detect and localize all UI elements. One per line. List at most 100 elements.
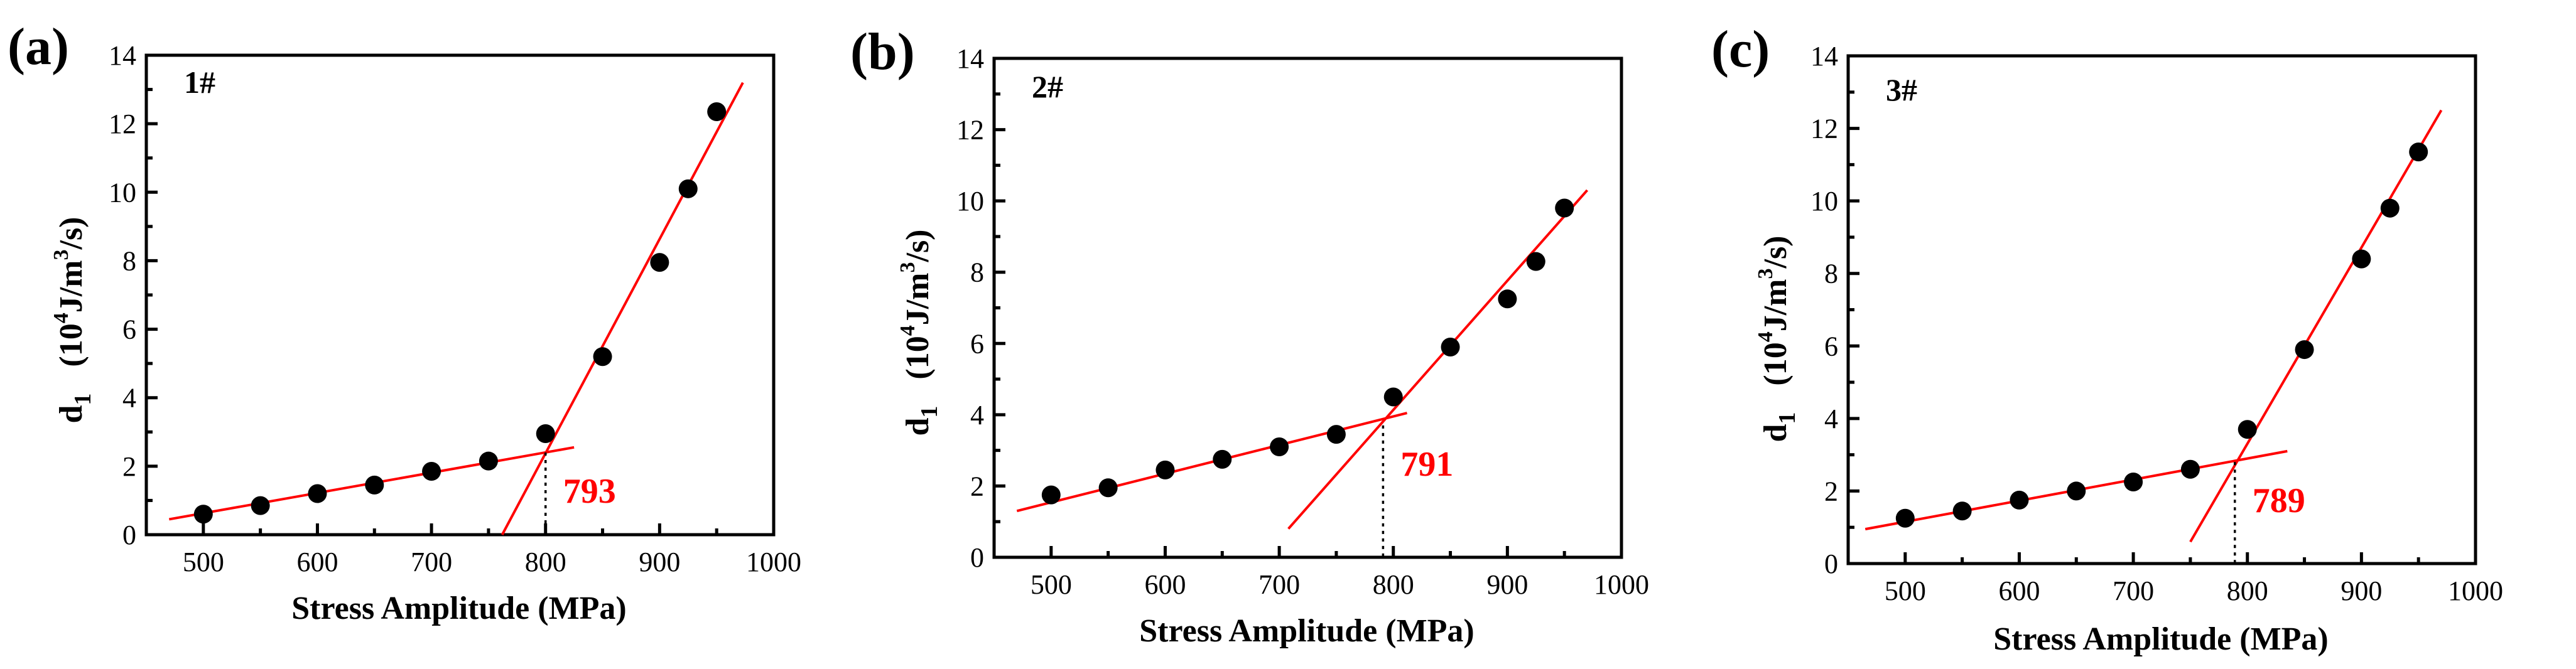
data-point [2010,490,2029,510]
x-tick-label: 1000 [1594,569,1649,600]
x-tick-label: 900 [1486,569,1528,600]
y-axis-title-sub: 1 [916,406,943,418]
sample-label: 1# [184,65,215,100]
y-tick-label: 8 [1824,259,1838,289]
y-axis-title-unit-exp: 4 [50,313,73,323]
y-axis-title: d1 (104J/m3/s) [896,229,943,436]
data-point [1213,449,1232,469]
y-axis-title-unit-open: (10 [53,323,89,367]
fit-line-high [501,82,744,535]
fit-lines [168,82,744,535]
plot-frame [144,53,776,537]
data-point [2067,481,2086,501]
y-tick-label: 12 [109,109,136,139]
knee-value-label: 791 [1400,445,1453,484]
y-axis-title-main: d [53,405,89,424]
y-tick-label: 0 [122,520,136,550]
x-tick-label: 900 [639,547,680,577]
data-point [2238,420,2257,439]
y-axis-title: d1 (104J/m3/s) [50,217,96,423]
ticks: 500 600 700 800 900 1000 0 2 4 6 8 10 12 14 [109,40,801,577]
y-axis-title-unit-exp: 4 [896,325,919,336]
data-point [365,475,384,495]
data-point [1526,252,1545,271]
data-point [1555,198,1574,218]
data-point [1041,485,1061,505]
data-point [536,424,555,444]
y-axis-title-sub: 1 [70,393,96,405]
data-point [2409,142,2428,162]
y-axis-title: d1 (104J/m3/s) [1754,235,1800,442]
data-point [1098,478,1118,498]
y-axis-title-unit-close: /s) [900,229,936,262]
fit-line-high [2189,109,2443,543]
x-tick-label: 800 [2227,575,2268,606]
data-point [650,253,669,272]
x-tick-label: 1000 [746,547,801,577]
data-point [678,179,698,198]
y-axis-title-unit-mid: J/m [53,260,89,313]
y-tick-label: 4 [122,383,136,414]
y-axis-title-unit-exp2: 3 [50,249,73,260]
x-tick-label: 600 [296,547,338,577]
data-point [251,496,270,515]
x-tick-label: 600 [1144,569,1186,600]
knee-value-label: 789 [2253,481,2305,520]
panel-letter: (b) [850,23,915,81]
x-tick-label: 500 [1885,575,1926,606]
fit-line-high [1287,189,1589,530]
data-point [1441,337,1460,356]
y-tick-label: 12 [956,115,984,146]
data-point [422,462,441,481]
y-tick-label: 12 [1810,114,1838,144]
data-point [1952,501,1972,521]
data-point [1326,425,1346,444]
y-axis-title-main: d [900,418,936,436]
x-tick-label: 900 [2341,575,2382,606]
y-tick-label: 4 [1824,404,1838,434]
data-points [1895,142,2428,528]
y-tick-label: 10 [109,177,136,208]
y-tick-label: 14 [956,43,984,74]
data-point [1155,460,1175,479]
data-point [2180,459,2200,479]
plot-frame [1846,54,2477,565]
y-axis-title-main: d [1758,424,1794,442]
data-point [2295,340,2314,360]
x-axis-title: Stress Amplitude (MPa) [1993,621,2328,657]
ticks: 500 600 700 800 900 1000 0 2 4 6 8 10 12 14 [1810,41,2503,606]
y-axis-title-unit-open: (10 [900,336,936,379]
ticks: 500 600 700 800 900 1000 0 2 4 6 8 10 12 14 [956,43,1649,600]
x-tick-label: 800 [1373,569,1414,600]
x-tick-label: 800 [525,547,566,577]
sample-label: 2# [1032,69,1063,104]
y-tick-label: 10 [1810,186,1838,217]
data-point [308,484,327,503]
y-tick-label: 0 [970,542,984,573]
y-tick-label: 4 [970,400,984,431]
data-point [593,347,612,367]
y-tick-label: 10 [956,186,984,217]
x-tick-label: 700 [411,547,452,577]
y-tick-label: 14 [109,40,136,71]
x-axis-title: Stress Amplitude (MPa) [1139,613,1474,649]
x-tick-label: 1000 [2448,575,2503,606]
y-tick-label: 8 [122,245,136,276]
panel-b: (b) 2# Stress Amplitude (MPa) d1(104J/m3… [850,23,1649,649]
y-tick-label: 2 [970,471,984,501]
data-point [193,505,213,524]
y-tick-label: 6 [122,314,136,345]
y-tick-label: 6 [1824,331,1838,361]
x-axis-title: Stress Amplitude (MPa) [291,591,626,626]
y-axis-title-unit-open: (10 [1758,342,1794,385]
data-point [2380,198,2400,218]
x-tick-label: 600 [1998,575,2040,606]
panel-letter: (c) [1711,20,1770,78]
knee-value-label: 793 [563,472,616,511]
plot-frame [992,56,1623,559]
data-point [2124,472,2143,491]
y-axis-title-sub: 1 [1774,412,1800,424]
data-point [1498,289,1517,309]
data-point [479,451,498,471]
x-tick-label: 700 [1258,569,1300,600]
